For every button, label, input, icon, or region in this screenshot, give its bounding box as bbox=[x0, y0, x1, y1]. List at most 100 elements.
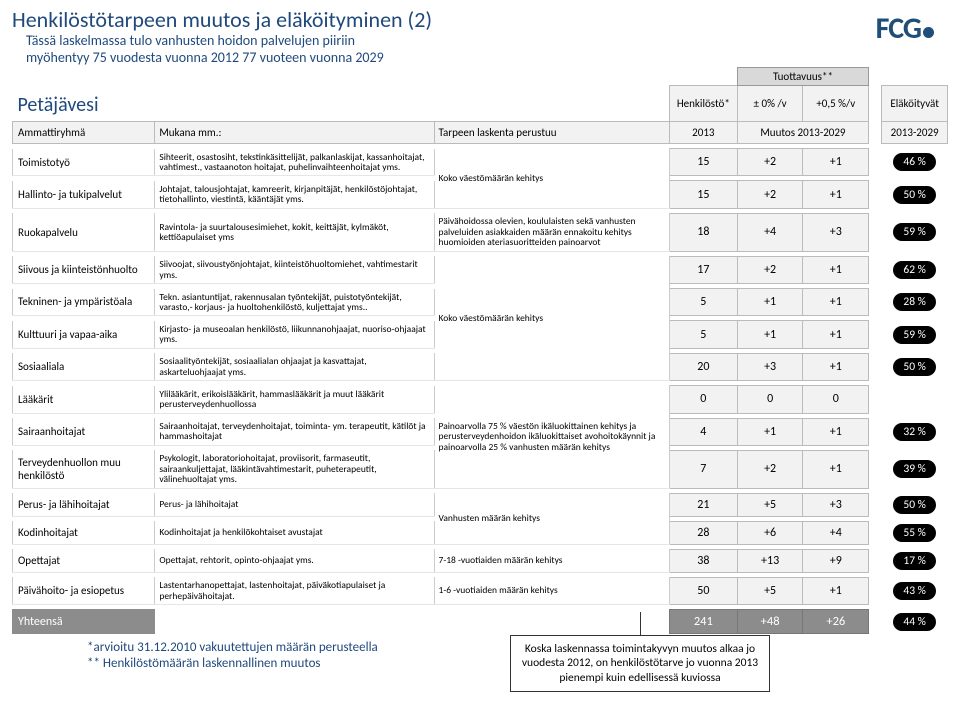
table-row: ToimistotyöSihteerit, osastosiht, teksti… bbox=[13, 149, 948, 176]
data-table: Tuottavuus** Petäjävesi Henkilöstö* ± 0%… bbox=[12, 67, 948, 635]
val-2013: 15 bbox=[669, 149, 737, 176]
group-desc: Ylilääkärit, erikoislääkärit, hammaslääk… bbox=[155, 386, 434, 413]
group-name: Perus- ja lähihoitajat bbox=[13, 493, 155, 516]
val-pm05: +3 bbox=[803, 493, 869, 516]
retire-cell: 17 % bbox=[882, 549, 948, 572]
retire-cell: 50 % bbox=[882, 353, 948, 380]
val-pm0: 0 bbox=[737, 386, 803, 413]
hdr-tuottavuus: Tuottavuus** bbox=[737, 67, 868, 85]
val-pm0: +3 bbox=[737, 353, 803, 380]
group-name: Lääkärit bbox=[13, 386, 155, 413]
basis-cell: 1-6 -vuotiaiden määrän kehitys bbox=[434, 577, 669, 604]
retire-cell: 28 % bbox=[882, 289, 948, 316]
basis-cell: Painoarvolla 75 % väestön ikäluokittaine… bbox=[434, 386, 669, 489]
val-pm0: +2 bbox=[737, 450, 803, 488]
retire-cell bbox=[882, 386, 948, 413]
val-pm05: +3 bbox=[803, 213, 869, 251]
retire-pill: 55 % bbox=[893, 524, 935, 542]
group-name: Terveydenhuollon muu henkilöstö bbox=[13, 450, 155, 488]
subtitle-line-2: myöhentyy 75 vuodesta vuonna 2012 77 vuo… bbox=[26, 50, 948, 67]
group-name: Päivähoito- ja esiopetus bbox=[13, 577, 155, 604]
group-desc: Kirjasto- ja museoalan henkilöstö, liiku… bbox=[155, 321, 434, 348]
val-2013: 21 bbox=[669, 493, 737, 516]
retire-pill: 28 % bbox=[893, 293, 935, 311]
retire-pill: 50 % bbox=[893, 358, 935, 376]
retire-pill: 62 % bbox=[893, 261, 935, 279]
callout: Koska laskennassa toimintakyvyn muutos a… bbox=[510, 635, 770, 692]
val-pm0: +2 bbox=[737, 149, 803, 176]
logo-dot bbox=[923, 27, 934, 38]
group-name: Sairaanhoitajat bbox=[13, 418, 155, 445]
subtitle-line-1: Tässä laskelmassa tulo vanhusten hoidon … bbox=[26, 33, 948, 50]
val-pm0: +1 bbox=[737, 289, 803, 316]
group-desc: Sairaanhoitajat, terveydenhoitajat, toim… bbox=[155, 418, 434, 445]
val-pm0: +1 bbox=[737, 321, 803, 348]
table-row: RuokapalveluRavintola- ja suurtalousesim… bbox=[13, 213, 948, 251]
val-pm05: +9 bbox=[803, 549, 869, 572]
basis-cell: Päivähoidossa olevien, koululaisten sekä… bbox=[434, 213, 669, 251]
val-pm05: +1 bbox=[803, 181, 869, 208]
basis-cell: 7-18 -vuotiaiden määrän kehitys bbox=[434, 549, 669, 572]
group-name: Toimistotyö bbox=[13, 149, 155, 176]
hdr-pm0: ± 0% /v bbox=[737, 85, 803, 122]
val-pm05: +1 bbox=[803, 418, 869, 445]
val-2013: 50 bbox=[669, 577, 737, 604]
val-2013: 5 bbox=[669, 321, 737, 348]
hdr-tarpeen: Tarpeen laskenta perustuu bbox=[434, 122, 669, 144]
group-desc: Sihteerit, osastosiht, tekstinkäsittelij… bbox=[155, 149, 434, 176]
val-2013: 17 bbox=[669, 256, 737, 283]
val-2013: 0 bbox=[669, 386, 737, 413]
total-d: 241 bbox=[669, 610, 737, 634]
retire-cell: 46 % bbox=[882, 149, 948, 176]
val-pm05: +1 bbox=[803, 450, 869, 488]
logo-text: FCG bbox=[876, 10, 921, 47]
retire-pill: 46 % bbox=[893, 153, 935, 171]
page-title: Henkilöstötarpeen muutos ja eläköitymine… bbox=[12, 6, 948, 33]
val-pm0: +6 bbox=[737, 521, 803, 544]
table-row: LääkäritYlilääkärit, erikoislääkärit, ha… bbox=[13, 386, 948, 413]
group-desc: Tekn. asiantuntijat, rakennusalan työnte… bbox=[155, 289, 434, 316]
hdr-pm05: +0,5 %/v bbox=[803, 85, 869, 122]
total-f: +26 bbox=[803, 610, 869, 634]
val-pm05: +1 bbox=[803, 321, 869, 348]
group-desc: Ravintola- ja suurtalousesimiehet, kokit… bbox=[155, 213, 434, 251]
val-pm0: +2 bbox=[737, 256, 803, 283]
group-name: Siivous ja kiinteistönhuolto bbox=[13, 256, 155, 283]
group-name: Opettajat bbox=[13, 549, 155, 572]
retire-pill: 59 % bbox=[893, 223, 935, 241]
val-2013: 4 bbox=[669, 418, 737, 445]
val-pm05: +1 bbox=[803, 256, 869, 283]
group-name: Sosiaaliala bbox=[13, 353, 155, 380]
retire-pill: 43 % bbox=[893, 582, 935, 600]
region-name: Petäjävesi bbox=[18, 93, 150, 117]
retire-pill: 50 % bbox=[893, 496, 935, 514]
group-name: Hallinto- ja tukipalvelut bbox=[13, 181, 155, 208]
val-2013: 38 bbox=[669, 549, 737, 572]
val-pm05: +1 bbox=[803, 149, 869, 176]
val-pm05: +1 bbox=[803, 353, 869, 380]
retire-pill: 59 % bbox=[893, 326, 935, 344]
hdr-elv: 2013-2029 bbox=[882, 122, 948, 144]
retire-pill: 32 % bbox=[893, 423, 935, 441]
group-name: Tekninen- ja ympäristöala bbox=[13, 289, 155, 316]
val-pm0: +2 bbox=[737, 181, 803, 208]
retire-cell: 50 % bbox=[882, 493, 948, 516]
callout-text: Koska laskennassa toimintakyvyn muutos a… bbox=[522, 642, 758, 685]
hdr-elakoityvat: Eläköityvät bbox=[882, 85, 948, 122]
group-name: Kodinhoitajat bbox=[13, 521, 155, 544]
hdr-2013: 2013 bbox=[669, 122, 737, 144]
val-2013: 20 bbox=[669, 353, 737, 380]
retire-cell: 59 % bbox=[882, 213, 948, 251]
val-pm05: +4 bbox=[803, 521, 869, 544]
val-pm0: +4 bbox=[737, 213, 803, 251]
total-g: 44 % bbox=[893, 613, 935, 631]
group-desc: Siivoojat, siivoustyönjohtajat, kiinteis… bbox=[155, 256, 434, 283]
hdr-henkilosto: Henkilöstö* bbox=[669, 85, 737, 122]
val-pm0: +5 bbox=[737, 577, 803, 604]
total-e: +48 bbox=[737, 610, 803, 634]
group-desc: Psykologit, laboratoriohoitajat, proviis… bbox=[155, 450, 434, 488]
logo: FCG bbox=[876, 10, 934, 47]
val-pm0: +1 bbox=[737, 418, 803, 445]
val-pm05: +1 bbox=[803, 289, 869, 316]
hdr-mukana: Mukana mm.: bbox=[155, 122, 434, 144]
